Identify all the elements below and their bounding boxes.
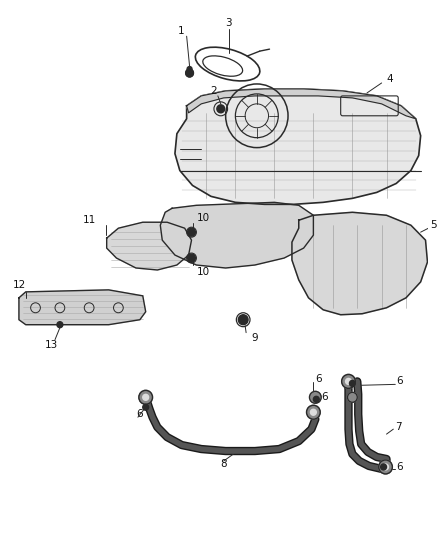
Text: 8: 8 xyxy=(220,459,227,469)
Circle shape xyxy=(381,464,386,470)
Polygon shape xyxy=(107,222,191,270)
Text: 13: 13 xyxy=(45,340,59,350)
Text: 10: 10 xyxy=(196,213,209,223)
Text: 6: 6 xyxy=(396,376,403,386)
Text: 11: 11 xyxy=(83,215,96,225)
Text: 3: 3 xyxy=(225,18,232,28)
Polygon shape xyxy=(292,212,427,315)
Text: 1: 1 xyxy=(178,26,184,36)
Text: 5: 5 xyxy=(431,220,437,230)
Text: 2: 2 xyxy=(211,86,217,96)
Text: 6: 6 xyxy=(396,462,403,472)
Circle shape xyxy=(307,405,320,419)
Circle shape xyxy=(350,381,355,386)
Circle shape xyxy=(310,391,321,403)
Circle shape xyxy=(342,375,355,389)
Circle shape xyxy=(143,404,148,410)
Text: 12: 12 xyxy=(13,280,26,290)
Circle shape xyxy=(186,69,194,77)
Text: 6: 6 xyxy=(321,392,328,402)
Circle shape xyxy=(187,254,195,262)
Circle shape xyxy=(187,228,195,236)
Polygon shape xyxy=(19,290,146,325)
Polygon shape xyxy=(187,89,416,119)
Circle shape xyxy=(238,315,248,325)
Circle shape xyxy=(313,397,319,402)
Circle shape xyxy=(217,105,225,113)
Circle shape xyxy=(187,67,192,71)
Text: 7: 7 xyxy=(395,422,402,432)
Circle shape xyxy=(311,409,316,415)
Text: 6: 6 xyxy=(136,409,142,419)
Circle shape xyxy=(383,464,389,470)
Text: 9: 9 xyxy=(251,333,258,343)
Text: 6: 6 xyxy=(315,374,322,384)
Text: 4: 4 xyxy=(386,74,393,84)
Circle shape xyxy=(139,390,152,404)
Text: 10: 10 xyxy=(196,267,209,277)
Polygon shape xyxy=(160,203,313,268)
Circle shape xyxy=(379,460,392,474)
Polygon shape xyxy=(175,89,420,204)
Circle shape xyxy=(57,322,63,328)
Circle shape xyxy=(346,378,351,384)
Circle shape xyxy=(143,394,148,400)
Circle shape xyxy=(347,392,357,402)
